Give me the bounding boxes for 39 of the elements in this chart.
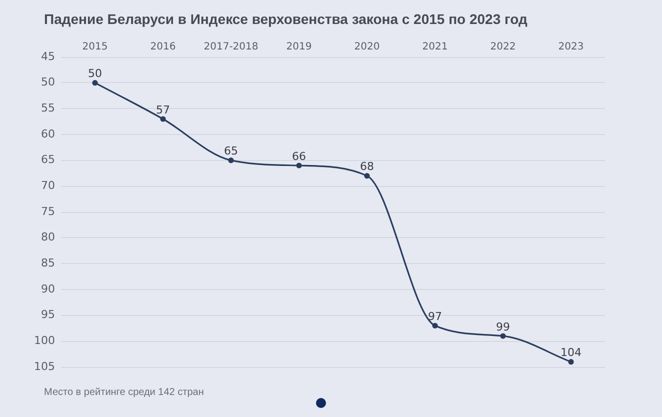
data-label: 65: [224, 144, 238, 158]
y-tick-label: 95: [41, 308, 55, 322]
point: [160, 116, 166, 122]
y-tick-label: 100: [34, 334, 55, 348]
y-tick-label: 80: [41, 230, 55, 244]
point: [432, 322, 438, 328]
y-tick-label: 45: [41, 50, 55, 63]
point: [500, 333, 506, 339]
x-tick-label: 2020: [354, 42, 380, 53]
x-tick-label: 2015: [82, 42, 108, 53]
data-label: 97: [428, 310, 442, 324]
data-label: 104: [560, 346, 582, 360]
point: [92, 80, 98, 86]
point: [228, 158, 234, 164]
y-tick-label: 65: [41, 153, 55, 166]
x-tick-label: 2021: [422, 42, 448, 53]
x-tick-label: 2019: [286, 42, 312, 53]
data-label: 68: [360, 160, 374, 174]
text: Место в рейтинге среди 142 стран: [44, 387, 204, 398]
x-tick-label: 2022: [490, 42, 516, 53]
data-label: 50: [88, 67, 102, 80]
data-label: 99: [496, 320, 510, 334]
y-tick-label: 75: [41, 204, 55, 218]
y-tick-label: 50: [41, 76, 55, 89]
y-tick-label: 60: [41, 127, 55, 140]
chart-title: Падение Беларуси в Индексе верховенства закона с 2015 по 2023 год: [44, 11, 528, 27]
data-label: 66: [292, 150, 306, 163]
point: [364, 173, 370, 179]
y-tick-label: 90: [41, 282, 55, 296]
x-tick-label: 2017-2018: [204, 42, 258, 53]
y-tick-label: 70: [41, 179, 55, 192]
x-tick-label: 2016: [150, 42, 176, 53]
y-tick-label: 55: [41, 102, 55, 115]
x-tick-label: 2023: [558, 42, 584, 53]
y-tick-label: 85: [41, 256, 55, 270]
point: [568, 359, 574, 365]
data-label: 57: [156, 103, 170, 116]
y-tick-label: 105: [34, 360, 55, 373]
point: [296, 162, 302, 168]
